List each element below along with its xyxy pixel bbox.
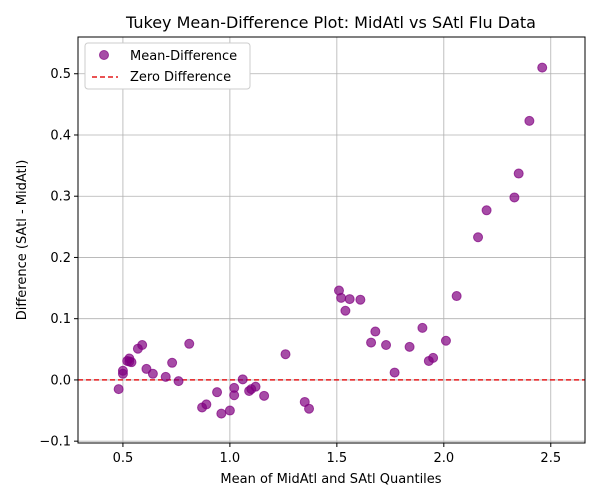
y-tick-label: 0.2 [50,251,71,266]
y-tick-label: 0.5 [50,67,71,82]
y-tick-label: 0.1 [50,312,71,327]
y-tick-label: 0.3 [50,190,71,205]
data-point [389,367,400,378]
data-point [524,115,535,126]
data-point [280,349,291,360]
data-point [537,62,548,73]
data-point [340,305,351,316]
data-point [173,376,184,387]
data-point [212,387,223,398]
data-point [229,390,240,401]
y-tick-label: −0.1 [39,435,71,450]
data-point [473,232,484,243]
data-point [147,368,158,379]
legend-marker [99,50,109,60]
y-tick-label: 0.0 [50,373,71,388]
x-tick-label: 0.5 [113,451,134,466]
data-point [428,352,439,363]
x-tick-label: 2.0 [433,451,454,466]
data-point [381,340,392,351]
data-point [224,405,235,416]
data-point [201,399,212,410]
plot-frame [77,36,586,444]
data-point [481,205,492,216]
legend-box [84,42,251,90]
data-point [451,291,462,302]
data-point [355,294,366,305]
data-point [417,322,428,333]
data-point [509,192,520,203]
y-axis: −0.1 0.0 0.1 0.2 0.3 0.4 0.5 [39,67,78,450]
data-point [113,384,124,395]
grid-lines [78,37,585,443]
data-point [216,408,227,419]
data-point [259,390,270,401]
data-point [336,292,347,303]
data-point [137,340,148,351]
x-axis: 0.5 1.0 1.5 2.0 2.5 [113,443,561,466]
data-point [167,357,178,368]
x-axis-label: Mean of MidAtl and SAtl Quantiles [220,472,441,487]
x-tick-label: 2.5 [540,451,561,466]
data-point [366,337,377,348]
x-tick-label: 1.0 [220,451,241,466]
data-point [237,374,248,385]
data-point [184,338,195,349]
data-point [404,341,415,352]
data-point [304,403,315,414]
data-point [440,335,451,346]
data-point [370,326,381,337]
data-point [513,168,524,179]
data-point [126,357,137,368]
data-point [117,365,128,376]
y-axis-label: Difference (SAtl - MidAtl) [15,160,30,321]
data-points [113,62,548,419]
legend-label-reference: Zero Difference [130,70,231,85]
chart-title: Tukey Mean-Difference Plot: MidAtl vs SA… [125,13,536,32]
y-tick-label: 0.4 [50,128,71,143]
data-point [160,371,171,382]
x-tick-label: 1.5 [327,451,348,466]
data-point [250,381,261,392]
legend: Mean-Difference Zero Difference [84,42,251,90]
data-point [344,294,355,305]
legend-label-series: Mean-Difference [130,49,237,64]
